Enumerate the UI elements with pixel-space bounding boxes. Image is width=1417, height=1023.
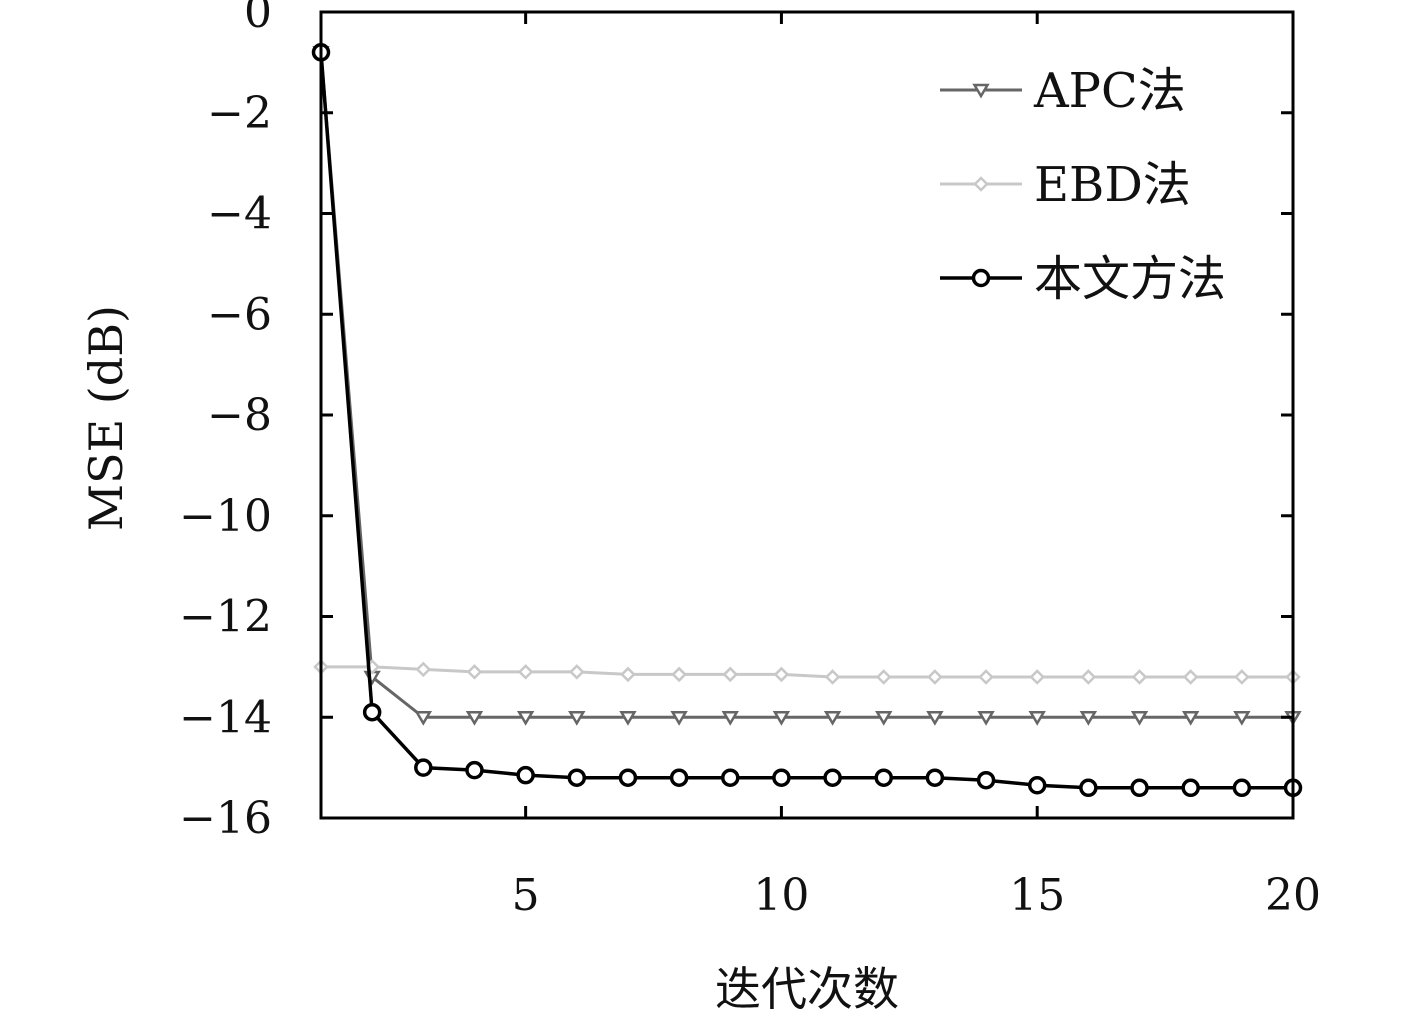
- data-point: [1234, 669, 1250, 685]
- data-point: [516, 765, 535, 785]
- legend-label: EBD法: [1034, 157, 1191, 213]
- data-point: [1027, 776, 1047, 795]
- data-point: [1130, 711, 1149, 726]
- data-point: [569, 664, 585, 680]
- data-point: [1232, 778, 1252, 798]
- data-point: [516, 711, 535, 726]
- data-point: [415, 661, 432, 678]
- legend-marker: [971, 268, 991, 288]
- data-point: [773, 666, 790, 683]
- legend-marker: [973, 176, 989, 192]
- series-3: [311, 43, 1303, 798]
- data-point: [1130, 778, 1149, 798]
- y-tick-label: −12: [179, 592, 272, 643]
- data-point: [618, 768, 638, 787]
- series-line: [321, 665, 1293, 679]
- data-point: [824, 669, 841, 685]
- data-point: [465, 760, 484, 780]
- y-axis-label: MSE (dB): [79, 305, 133, 531]
- data-point: [1079, 778, 1098, 798]
- y-tick-label: −16: [179, 793, 272, 844]
- y-tick-label: −4: [207, 189, 272, 240]
- legend-label: 本文方法: [1034, 251, 1226, 307]
- data-point: [977, 711, 995, 726]
- y-tick-label: −2: [207, 88, 272, 139]
- data-point: [414, 711, 433, 726]
- data-point: [978, 669, 994, 685]
- data-point: [620, 666, 636, 683]
- y-tick-label: −8: [207, 390, 272, 441]
- data-point: [721, 768, 740, 787]
- data-point: [669, 768, 689, 787]
- data-point: [874, 768, 893, 787]
- y-tick-label: 0: [244, 0, 272, 38]
- data-point: [927, 669, 943, 685]
- data-point: [1182, 669, 1199, 685]
- data-point: [362, 702, 382, 722]
- data-point: [722, 666, 739, 683]
- data-point: [721, 711, 739, 726]
- x-axis-label: 迭代次数: [715, 962, 899, 1016]
- data-point: [1080, 669, 1097, 685]
- data-point: [1131, 669, 1148, 685]
- data-point: [619, 711, 637, 726]
- x-tick-label: 10: [753, 870, 809, 921]
- data-point: [772, 711, 791, 726]
- data-point: [976, 770, 996, 790]
- data-point: [671, 666, 687, 683]
- data-point: [466, 664, 483, 680]
- series-layer: [311, 43, 1303, 798]
- x-tick-label: 15: [1009, 870, 1065, 921]
- legend-marker: [972, 83, 990, 99]
- series-line: [319, 52, 1293, 719]
- data-point: [465, 711, 484, 726]
- x-tick-label: 20: [1265, 870, 1321, 921]
- legend-label: APC法: [1033, 63, 1186, 119]
- x-tick-label: 5: [512, 870, 540, 921]
- data-point: [414, 758, 433, 777]
- data-point: [1181, 778, 1200, 798]
- data-point: [568, 711, 586, 726]
- data-point: [1028, 711, 1046, 726]
- plot-frame: [319, 10, 1295, 820]
- data-point: [772, 768, 791, 787]
- data-point: [925, 768, 945, 787]
- data-point: [926, 711, 944, 726]
- data-point: [875, 669, 892, 685]
- data-point: [670, 711, 688, 726]
- data-point: [875, 711, 893, 726]
- data-point: [1233, 711, 1251, 726]
- series-1: [312, 46, 1302, 726]
- data-point: [823, 711, 842, 726]
- plot-area: [321, 12, 1293, 818]
- data-point: [823, 768, 842, 787]
- y-tick-label: −10: [179, 491, 272, 542]
- data-point: [1181, 711, 1200, 726]
- y-tick-label: −6: [207, 289, 272, 340]
- y-tick-label: −14: [179, 692, 272, 743]
- data-point: [1079, 711, 1098, 726]
- data-point: [517, 664, 534, 680]
- data-point: [567, 768, 587, 787]
- data-point: [1029, 669, 1045, 685]
